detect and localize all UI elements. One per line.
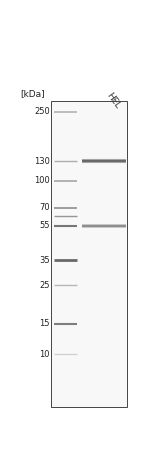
Text: 55: 55	[39, 221, 50, 230]
Text: 15: 15	[39, 319, 50, 328]
Text: HEL: HEL	[104, 91, 121, 110]
Text: 25: 25	[39, 281, 50, 290]
Text: 130: 130	[34, 157, 50, 166]
Text: 100: 100	[34, 176, 50, 185]
Text: 10: 10	[39, 350, 50, 359]
Text: 70: 70	[39, 203, 50, 212]
Text: [kDa]: [kDa]	[20, 89, 45, 98]
Text: 35: 35	[39, 256, 50, 264]
Bar	[51, 101, 127, 407]
Text: 250: 250	[34, 108, 50, 117]
